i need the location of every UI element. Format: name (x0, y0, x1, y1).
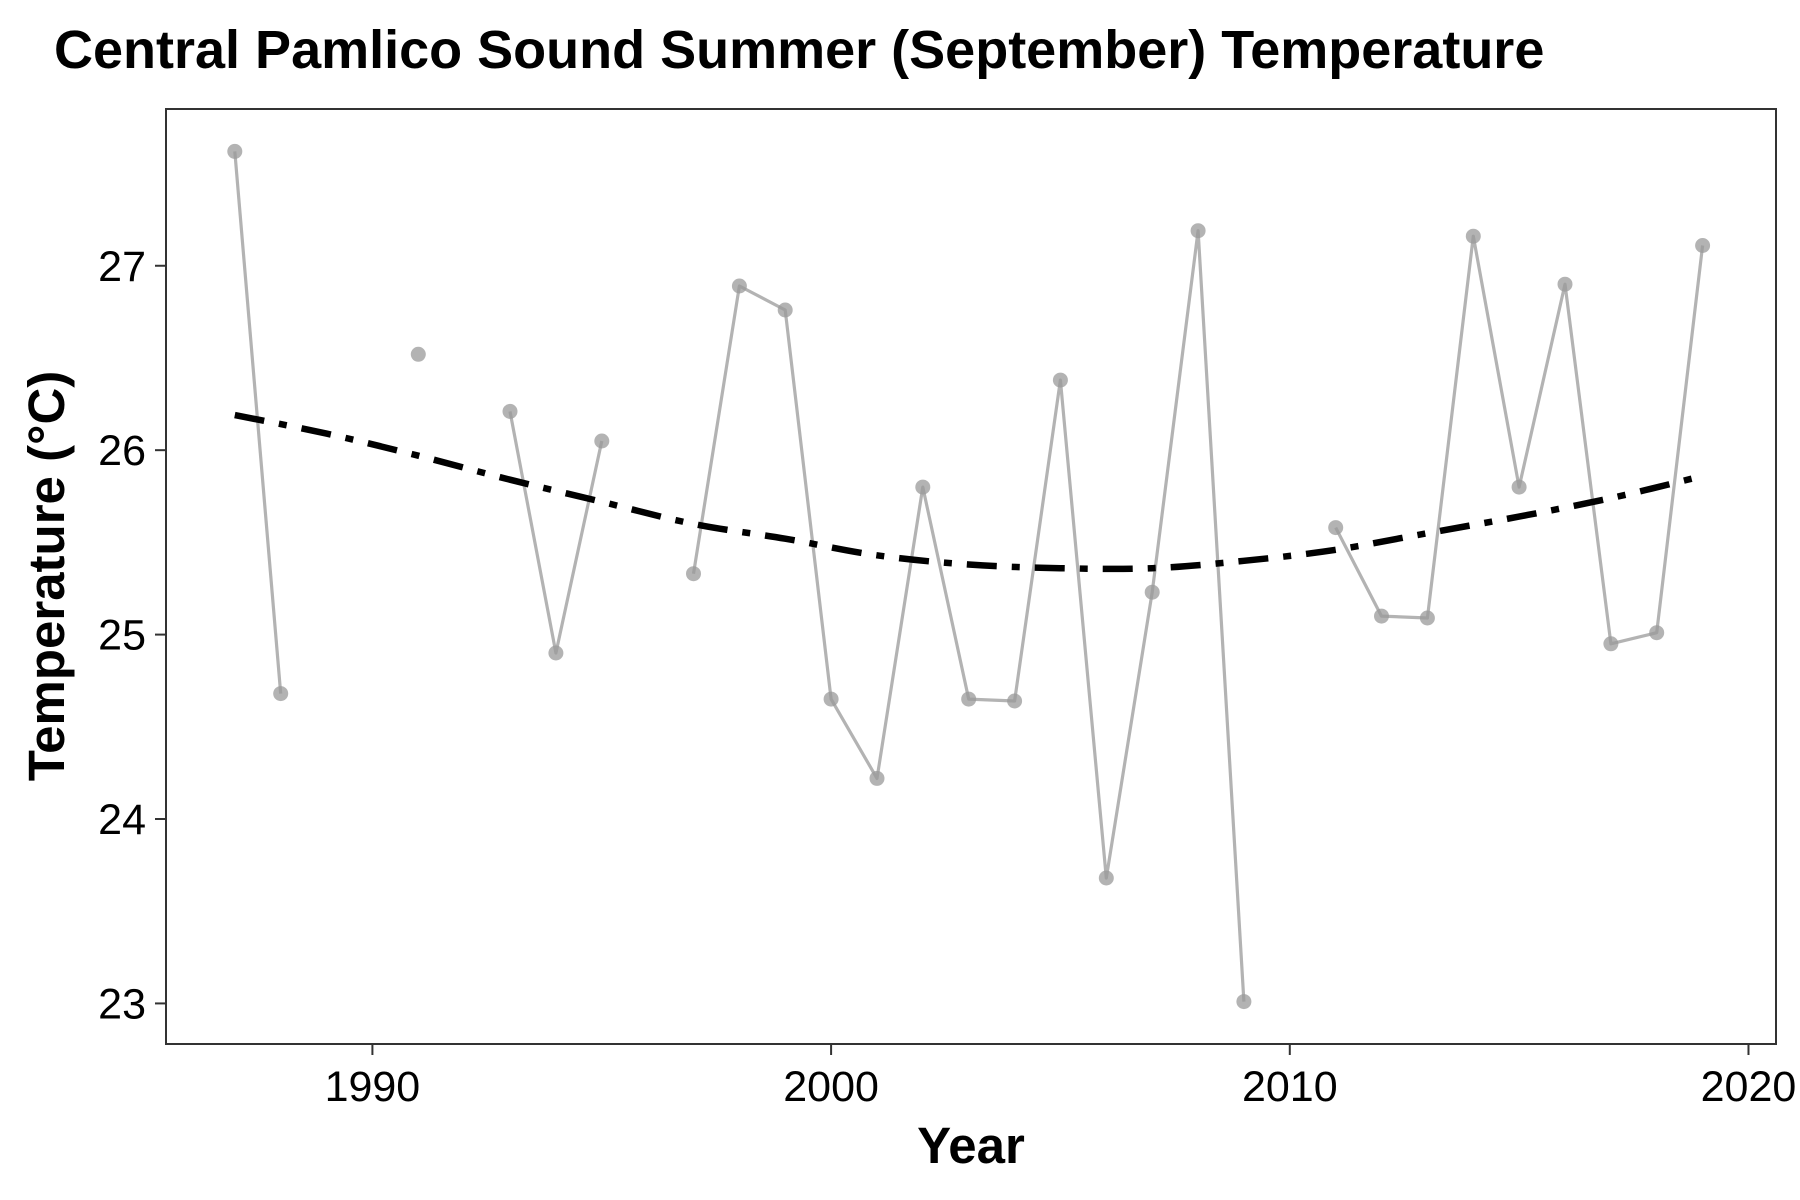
x-tick-label: 2020 (1701, 1063, 1797, 1111)
observed-data-point (273, 686, 289, 702)
observed-data-point (777, 302, 793, 318)
observed-data-point (1007, 693, 1023, 709)
observed-data-point (823, 691, 839, 707)
plot-panel (165, 108, 1777, 1045)
trend-series (234, 411, 1704, 573)
y-axis-title: Temperature (°C) (18, 371, 75, 782)
observed-data-point (548, 645, 564, 661)
observed-data-point (1144, 584, 1160, 600)
observed-data-point (915, 479, 931, 495)
observed-data-point (1603, 636, 1619, 652)
observed-data-point (1649, 625, 1665, 641)
y-tick-label: 24 (98, 796, 146, 844)
x-axis: 1990 2000 2010 2020 (325, 1044, 1797, 1111)
observed-data-point (1419, 610, 1435, 626)
observed-data-point (1695, 238, 1711, 253)
x-tick-label: 1990 (325, 1063, 421, 1111)
observed-data-point (1557, 276, 1573, 292)
observed-data-point (1328, 520, 1344, 536)
chart-title: Central Pamlico Sound Summer (September)… (54, 20, 1544, 80)
x-tick-label: 2010 (1242, 1063, 1338, 1111)
y-tick-label: 26 (98, 427, 146, 475)
observed-data-point (686, 566, 701, 582)
trend-line (234, 411, 1704, 573)
observed-data-point (1052, 372, 1068, 388)
observed-data-point (869, 770, 885, 786)
observed-data-point (1511, 479, 1527, 495)
panel-border (165, 108, 1777, 1045)
observed-data-point (502, 403, 518, 419)
observed-data-point (1098, 870, 1114, 886)
x-axis-title: Year (917, 1117, 1025, 1174)
x-tick-label: 2000 (783, 1063, 879, 1111)
observed-series (227, 143, 1711, 1010)
y-tick-label: 25 (98, 612, 146, 660)
observed-data-point (594, 433, 610, 449)
observed-data-point (1190, 223, 1206, 239)
observed-data-point (1236, 994, 1252, 1010)
observed-data-point (410, 346, 426, 362)
observed-data-point (1465, 228, 1481, 244)
observed-data-point (227, 143, 243, 159)
observed-data-point (1374, 608, 1389, 624)
y-tick-label: 23 (98, 980, 146, 1028)
y-axis: 23 24 25 26 27 (98, 243, 166, 1028)
y-tick-label: 27 (98, 243, 146, 291)
observed-data-point (731, 278, 747, 294)
observed-data-point (961, 691, 977, 707)
